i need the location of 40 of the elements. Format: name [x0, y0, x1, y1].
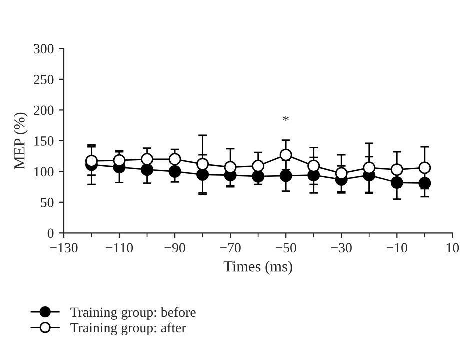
- x-tick-label: −30: [331, 243, 352, 253]
- x-tick-label: −70: [220, 243, 241, 253]
- point: [390, 176, 404, 189]
- point: [141, 153, 154, 166]
- point: [252, 160, 265, 172]
- y-tick-label: 200: [34, 106, 54, 116]
- point: [86, 154, 98, 168]
- annotation: *: [283, 116, 289, 122]
- point: [224, 161, 237, 174]
- y-axis-title: MEP (%): [14, 112, 28, 170]
- y-tick-label: 300: [34, 44, 54, 54]
- legend-label: Training group: before: [70, 307, 196, 320]
- point: [141, 164, 154, 176]
- point: [390, 164, 404, 176]
- point: [168, 153, 182, 166]
- point: [252, 170, 265, 183]
- point: [335, 167, 348, 180]
- point: [168, 165, 182, 178]
- x-tick-label: −10: [386, 243, 408, 253]
- y-tick-label: 50: [41, 198, 54, 208]
- x-tick-label: 10: [446, 243, 460, 253]
- point: [280, 170, 292, 182]
- legend-label: Training group: after: [70, 322, 186, 336]
- point: [308, 160, 320, 172]
- x-tick-label: −130: [50, 243, 78, 253]
- y-tick-label: 250: [34, 75, 54, 84]
- point: [418, 162, 432, 174]
- y-tick-label: 150: [34, 136, 54, 146]
- y-tick-label: 0: [48, 228, 54, 238]
- point: [280, 148, 292, 162]
- point: [196, 168, 210, 182]
- x-tick-label: −110: [106, 243, 134, 253]
- x-tick-label: −50: [276, 243, 296, 253]
- point: [418, 177, 432, 190]
- x-tick-label: −90: [164, 243, 186, 253]
- point: [196, 158, 210, 171]
- y-tick-label: 100: [34, 167, 54, 177]
- x-axis-title: Times (ms): [224, 261, 292, 275]
- point: [113, 154, 126, 167]
- point: [363, 162, 376, 174]
